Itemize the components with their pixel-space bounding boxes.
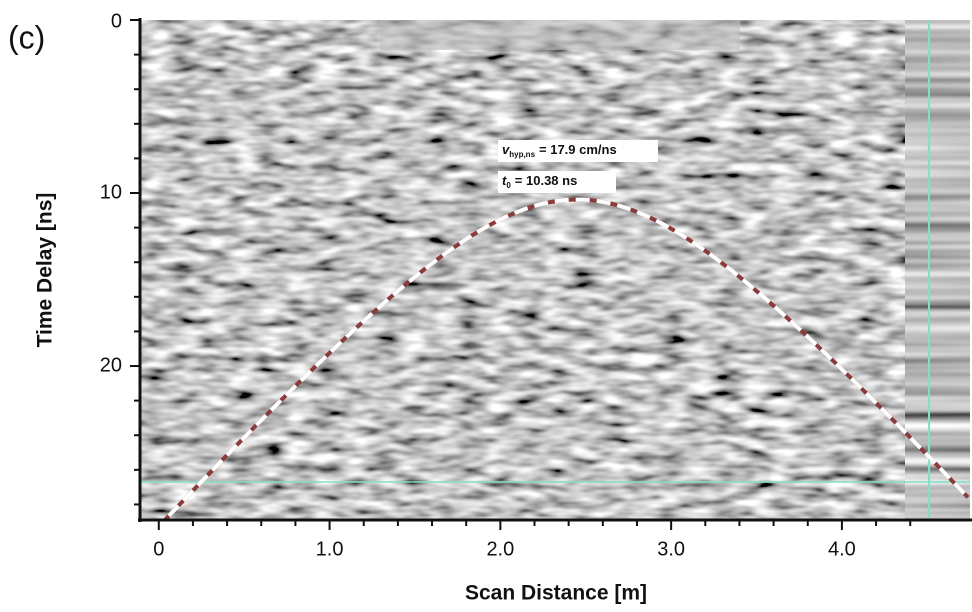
y-tick-label: 10 — [100, 181, 122, 203]
annotation-part: v — [502, 142, 510, 157]
y-tick-label: 0 — [111, 10, 122, 32]
x-tick-label: 3.0 — [657, 538, 685, 560]
annotation-part: = 10.38 ns — [515, 173, 578, 188]
annotation-part: 0 — [506, 181, 511, 190]
hyperbola-fit — [162, 197, 970, 520]
panel-label: (c) — [8, 19, 45, 55]
annotation: vhyp,ns = 17.9 cm/ns — [502, 142, 617, 159]
annotation-part: hyp,ns — [509, 150, 535, 159]
y-tick-label: 20 — [100, 354, 122, 376]
annotation-part: t — [502, 173, 507, 188]
x-tick-label: 0 — [153, 538, 164, 560]
x-tick-label: 4.0 — [828, 538, 856, 560]
x-tick-label: 2.0 — [486, 538, 514, 560]
annotation-box — [498, 171, 616, 193]
radargram-image — [140, 20, 970, 520]
y-axis-label: Time Delay [ns] — [34, 193, 57, 348]
annotation: t0 = 10.38 ns — [502, 173, 577, 190]
annotation-box — [498, 140, 658, 162]
x-tick-label: 1.0 — [316, 538, 344, 560]
x-axis-label: Scan Distance [m] — [465, 582, 647, 605]
annotation-part: = 17.9 cm/ns — [539, 142, 617, 157]
